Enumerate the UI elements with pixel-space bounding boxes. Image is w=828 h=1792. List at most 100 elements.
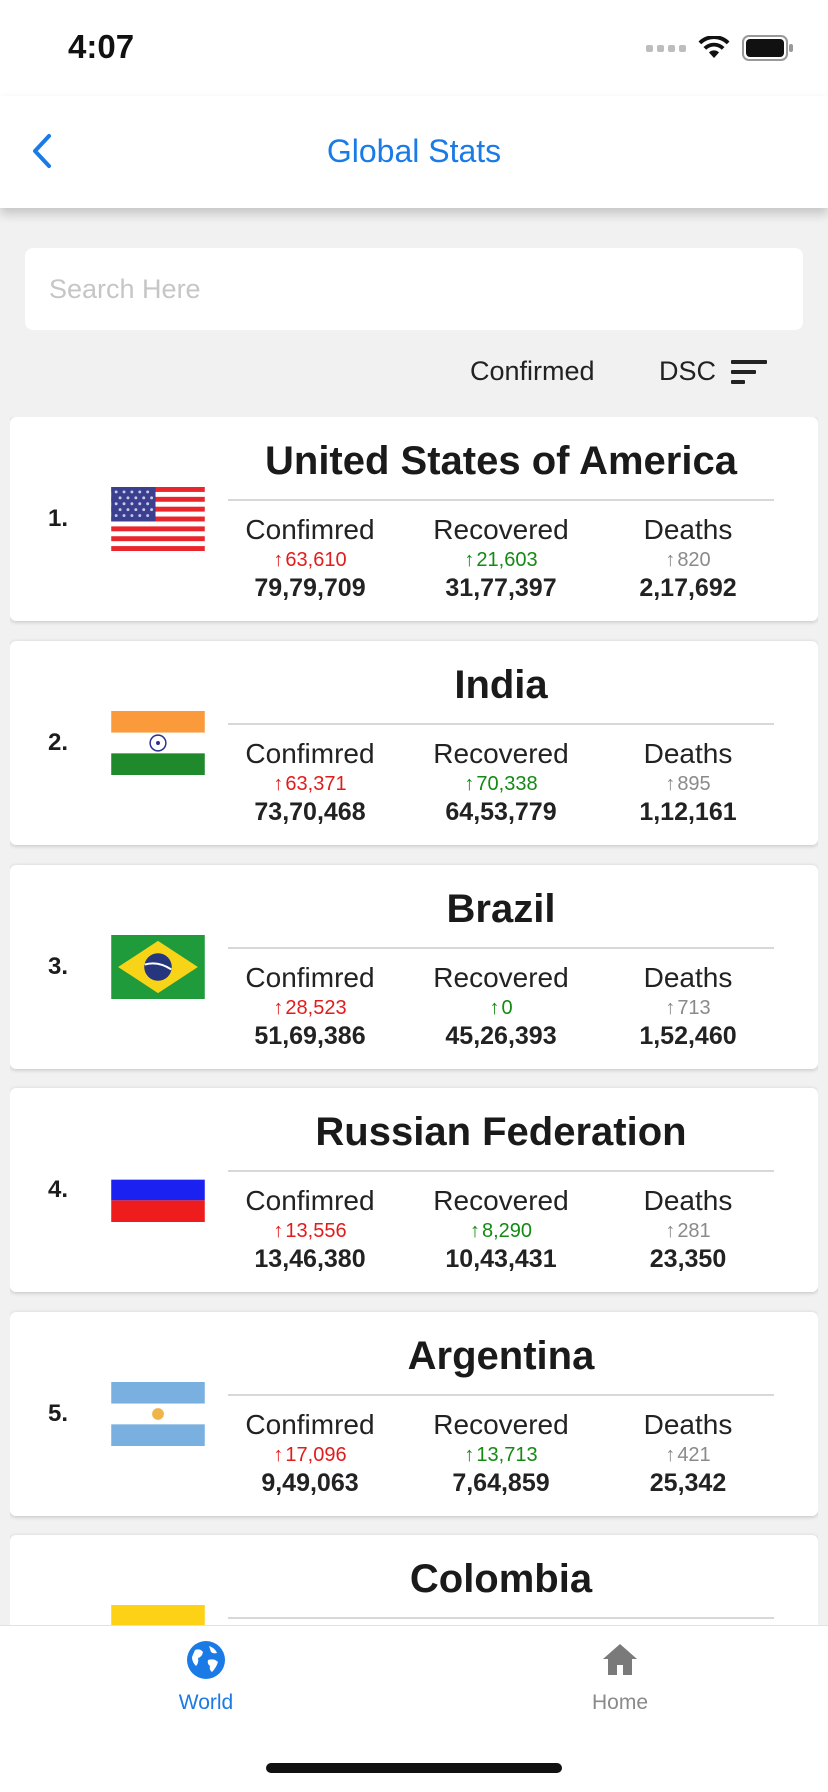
country-card[interactable]: 2. India Confimred ↑ 63,371 73,70,468 Rec… bbox=[10, 641, 818, 845]
home-icon bbox=[603, 1644, 637, 1675]
rank-number: 2. bbox=[48, 729, 69, 756]
recovered-stat: Recovered ↑ 70,338 64,53,779 bbox=[406, 737, 596, 827]
recovered-total: 7,64,859 bbox=[452, 1469, 550, 1497]
arrow-up-icon: ↑ bbox=[665, 773, 676, 795]
tab-world[interactable]: World bbox=[126, 1640, 286, 1715]
deaths-total: 1,52,460 bbox=[639, 1022, 737, 1050]
search-input[interactable] bbox=[25, 248, 803, 330]
recovered-total: 45,26,393 bbox=[445, 1022, 557, 1050]
confirmed-stat: Confimred ↑ 17,096 9,49,063 bbox=[215, 1408, 405, 1498]
argentina-flag bbox=[111, 1382, 205, 1446]
deaths-total: 2,17,692 bbox=[639, 574, 737, 602]
country-card[interactable]: Colombia bbox=[10, 1535, 818, 1625]
deaths-total: 1,12,161 bbox=[639, 798, 737, 826]
deaths-delta-value: 895 bbox=[677, 773, 711, 795]
rank-number: 1. bbox=[48, 505, 69, 532]
status-time: 4:07 bbox=[68, 28, 135, 65]
nav-header: Global Stats bbox=[0, 96, 828, 208]
recovered-label: Recovered bbox=[433, 1185, 569, 1216]
usa-flag bbox=[111, 487, 205, 551]
deaths-delta-value: 820 bbox=[677, 549, 711, 571]
deaths-label: Deaths bbox=[643, 1185, 733, 1216]
country-list[interactable]: 1. United States of America Confimred ↑ 6… bbox=[10, 417, 818, 1625]
colombia-flag bbox=[111, 1605, 205, 1625]
confirmed-total: 13,46,380 bbox=[254, 1245, 366, 1273]
arrow-up-icon: ↑ bbox=[665, 1444, 676, 1466]
recovered-total: 64,53,779 bbox=[445, 798, 557, 826]
deaths-stat: Deaths ↑ 895 1,12,161 bbox=[593, 737, 783, 827]
deaths-total: 23,350 bbox=[649, 1245, 727, 1273]
confirmed-total: 51,69,386 bbox=[254, 1022, 366, 1050]
recovered-delta: ↑ 13,713 bbox=[406, 1442, 596, 1468]
sort-icon bbox=[731, 359, 768, 384]
deaths-delta-value: 421 bbox=[677, 1444, 711, 1466]
recovered-label: Recovered bbox=[433, 1409, 569, 1440]
tab-home-label: Home bbox=[591, 1691, 649, 1714]
russia-flag bbox=[111, 1158, 205, 1222]
recovered-delta-value: 21,603 bbox=[476, 549, 538, 571]
recovered-delta-value: 8,290 bbox=[481, 1220, 533, 1242]
recovered-stat: Recovered ↑ 8,290 10,43,431 bbox=[406, 1184, 596, 1274]
country-name: Brazil bbox=[446, 887, 556, 931]
confirmed-delta-value: 63,371 bbox=[285, 773, 347, 795]
arrow-up-icon: ↑ bbox=[665, 1220, 676, 1242]
confirmed-delta: ↑ 63,371 bbox=[215, 771, 405, 797]
country-card[interactable]: 3. Brazil Confimred ↑ 28,523 51,69,386 Re… bbox=[10, 865, 818, 1069]
confirmed-label: Confimred bbox=[245, 514, 375, 545]
confirmed-stat: Confimred ↑ 63,610 79,79,709 bbox=[215, 513, 405, 603]
confirmed-total: 73,70,468 bbox=[254, 798, 366, 826]
sort-order-label: DSC bbox=[659, 356, 717, 386]
deaths-delta: ↑ 421 bbox=[593, 1442, 783, 1468]
sort-field-button[interactable]: Confirmed bbox=[470, 356, 595, 386]
divider bbox=[228, 499, 774, 501]
confirmed-label: Confimred bbox=[245, 1185, 375, 1216]
confirmed-delta: ↑ 13,556 bbox=[215, 1218, 405, 1244]
deaths-delta: ↑ 895 bbox=[593, 771, 783, 797]
confirmed-delta: ↑ 17,096 bbox=[215, 1442, 405, 1468]
divider bbox=[228, 1170, 774, 1172]
recovered-label: Recovered bbox=[433, 514, 569, 545]
home-indicator bbox=[266, 1763, 562, 1773]
arrow-up-icon: ↑ bbox=[273, 997, 284, 1019]
deaths-delta: ↑ 820 bbox=[593, 547, 783, 573]
rank-number: 3. bbox=[48, 953, 69, 980]
confirmed-delta-value: 63,610 bbox=[285, 549, 347, 571]
country-card[interactable]: 5. Argentina Confimred ↑ 17,096 9,49,063 … bbox=[10, 1312, 818, 1516]
recovered-total: 31,77,397 bbox=[445, 574, 557, 602]
deaths-delta: ↑ 281 bbox=[593, 1218, 783, 1244]
divider bbox=[228, 947, 774, 949]
battery-icon bbox=[742, 35, 793, 61]
sort-controls: Confirmed DSC bbox=[0, 356, 828, 396]
recovered-delta: ↑ 21,603 bbox=[406, 547, 596, 573]
confirmed-total: 79,79,709 bbox=[254, 574, 366, 602]
country-card[interactable]: 1. United States of America Confimred ↑ 6… bbox=[10, 417, 818, 621]
confirmed-delta-value: 13,556 bbox=[285, 1220, 347, 1242]
arrow-up-icon: ↑ bbox=[464, 549, 475, 571]
tab-home[interactable]: Home bbox=[540, 1640, 700, 1715]
sort-order-button[interactable]: DSC bbox=[659, 356, 768, 387]
india-flag bbox=[111, 711, 205, 775]
recovered-total: 10,43,431 bbox=[445, 1245, 557, 1273]
country-name: Russian Federation bbox=[315, 1110, 687, 1154]
back-button[interactable] bbox=[22, 126, 62, 176]
deaths-stat: Deaths ↑ 713 1,52,460 bbox=[593, 961, 783, 1051]
confirmed-stat: Confimred ↑ 28,523 51,69,386 bbox=[215, 961, 405, 1051]
country-name: Colombia bbox=[409, 1557, 593, 1601]
arrow-up-icon: ↑ bbox=[273, 549, 284, 571]
arrow-up-icon: ↑ bbox=[489, 997, 500, 1019]
confirmed-stat: Confimred ↑ 63,371 73,70,468 bbox=[215, 737, 405, 827]
confirmed-label: Confimred bbox=[245, 962, 375, 993]
chevron-left-icon bbox=[33, 134, 51, 168]
status-icons bbox=[646, 34, 794, 62]
deaths-total: 25,342 bbox=[649, 1469, 727, 1497]
wifi-icon bbox=[698, 36, 730, 58]
country-name: India bbox=[454, 663, 548, 707]
rank-number: 5. bbox=[48, 1400, 69, 1427]
country-card[interactable]: 4. Russian Federation Confimred ↑ 13,556 … bbox=[10, 1088, 818, 1292]
recovered-label: Recovered bbox=[433, 738, 569, 769]
deaths-label: Deaths bbox=[643, 1409, 733, 1440]
country-name: United States of America bbox=[265, 439, 737, 483]
confirmed-delta: ↑ 28,523 bbox=[215, 995, 405, 1021]
deaths-label: Deaths bbox=[643, 962, 733, 993]
confirmed-delta-value: 28,523 bbox=[285, 997, 347, 1019]
